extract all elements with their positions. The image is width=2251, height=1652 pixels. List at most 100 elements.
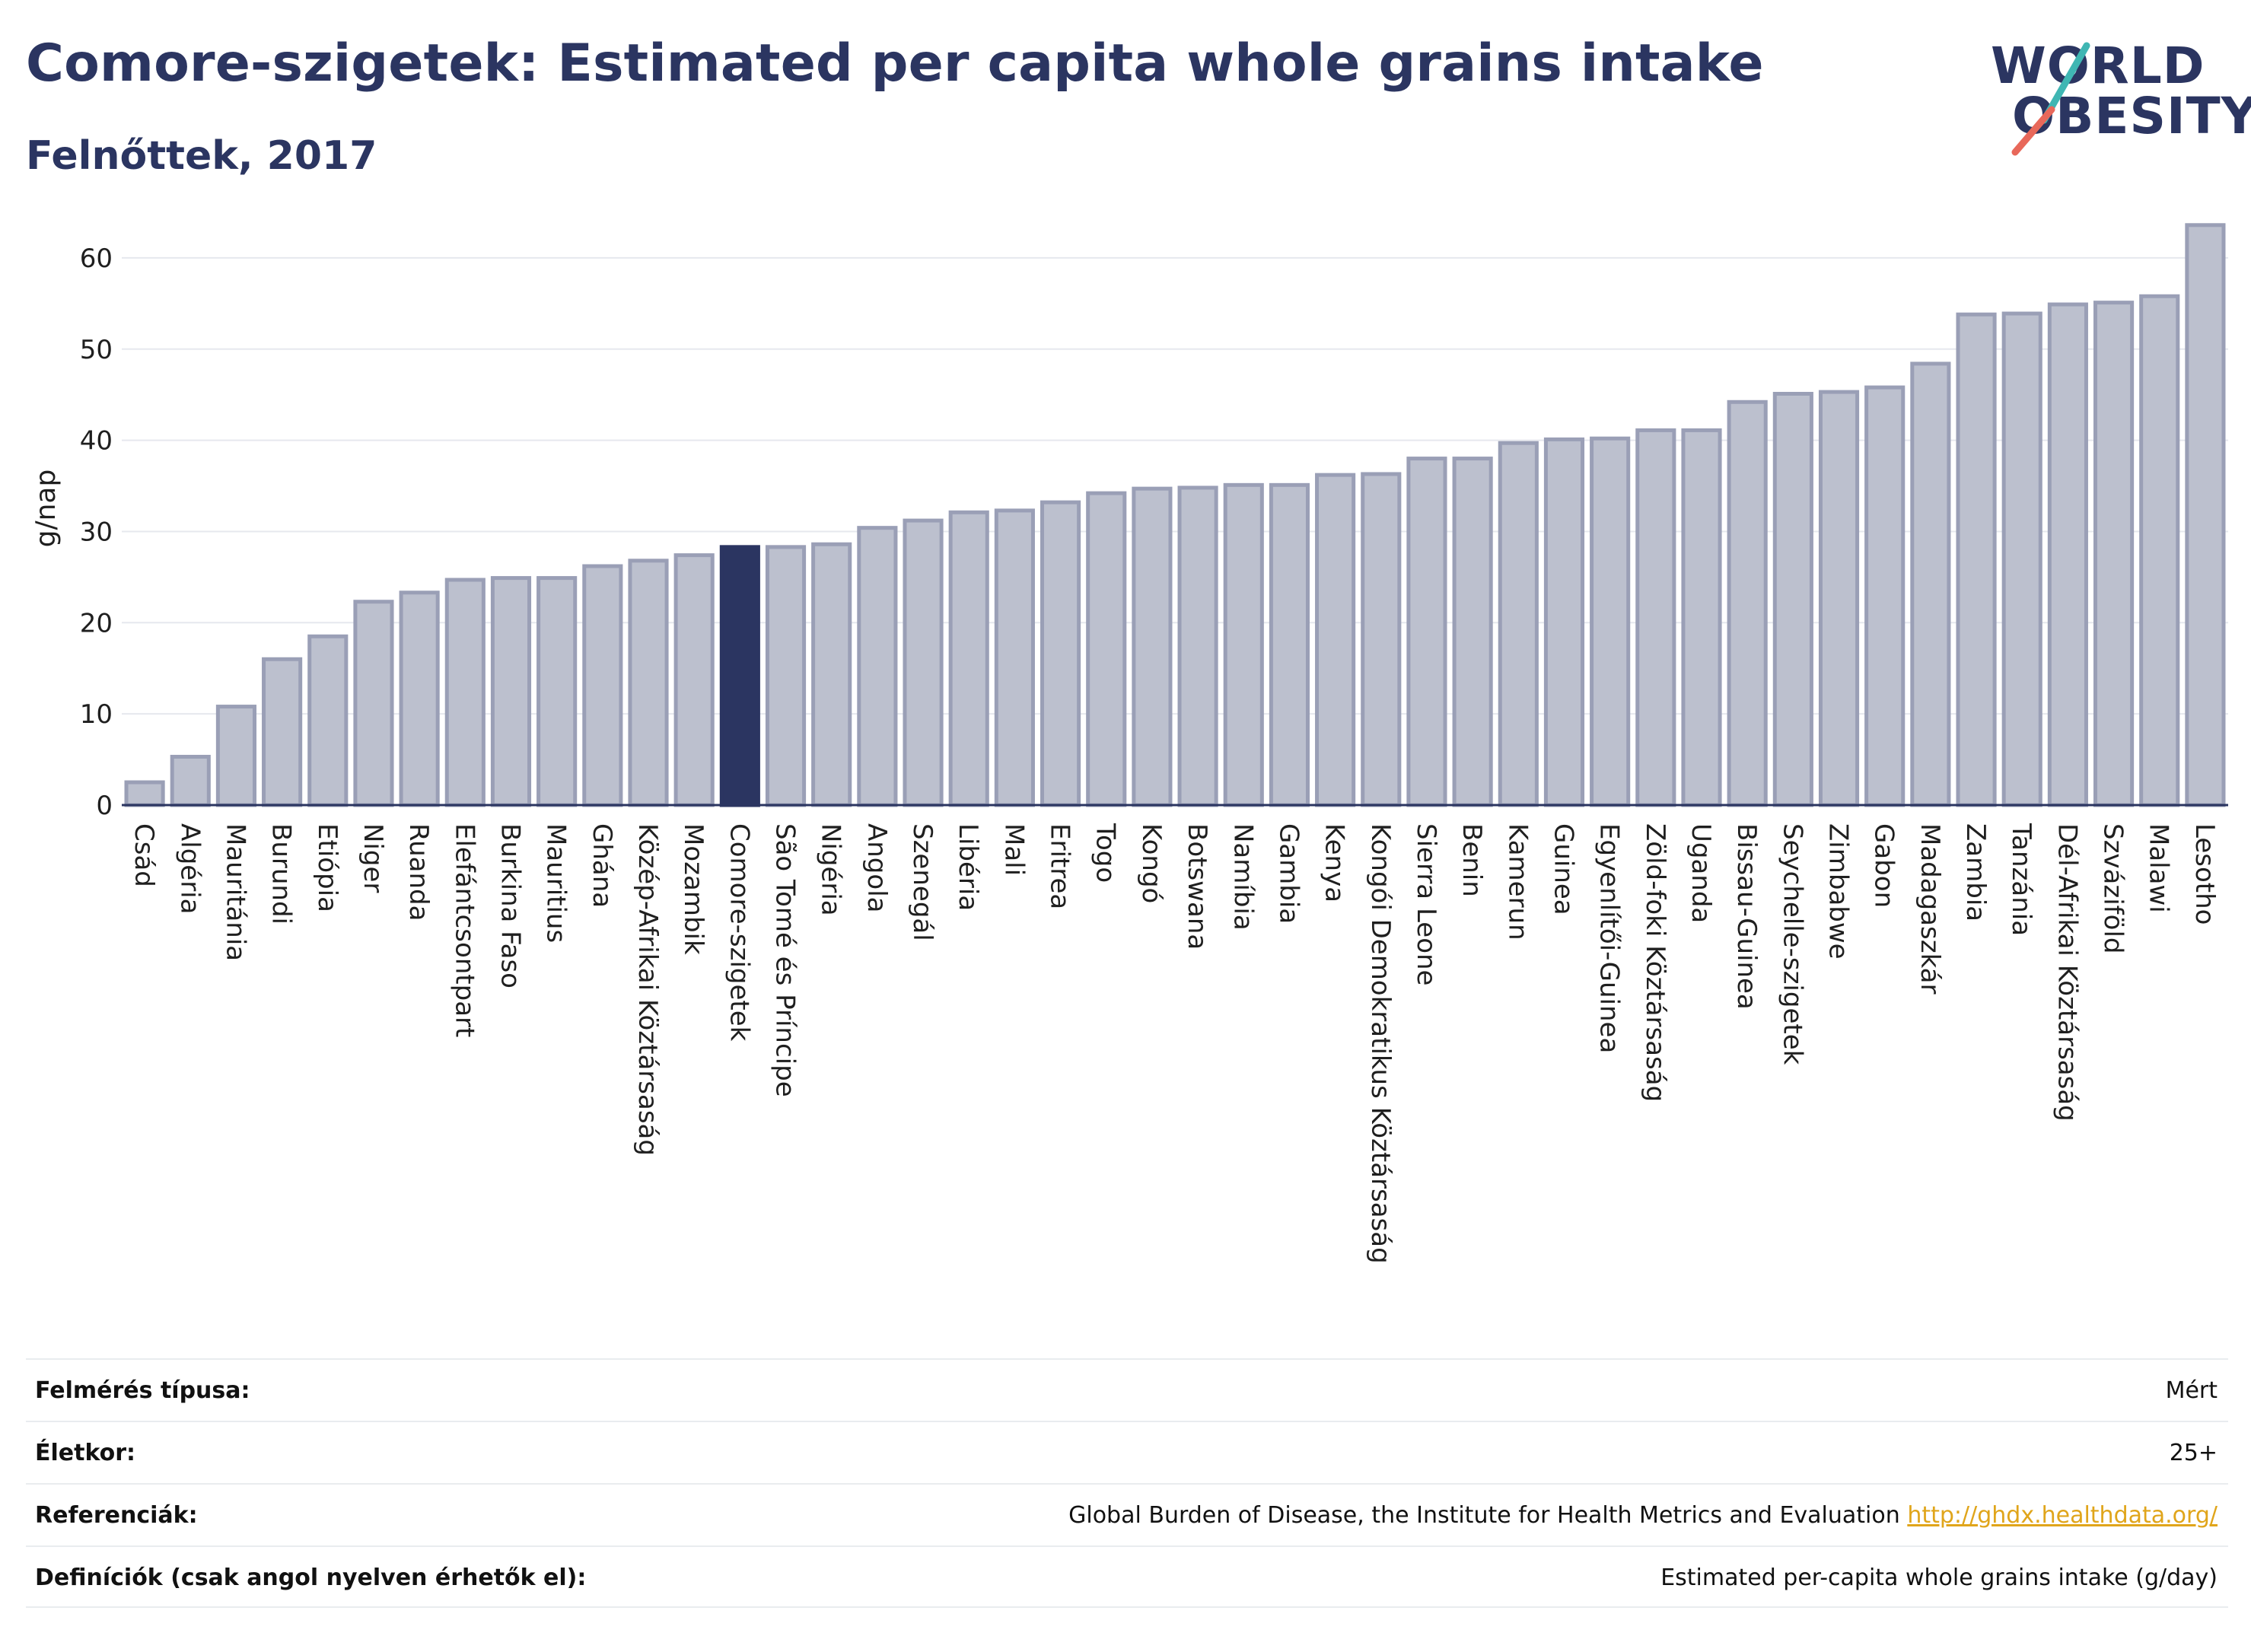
bar — [353, 600, 394, 807]
bar — [170, 754, 211, 807]
bar — [1040, 500, 1081, 807]
bar — [582, 564, 623, 807]
y-tick-label: 10 — [80, 699, 113, 730]
bar — [1590, 436, 1631, 807]
y-tick-label: 50 — [80, 335, 113, 365]
x-tick-label: Etiópia — [312, 823, 342, 912]
x-tick-label: Ghána — [587, 823, 617, 908]
bar — [2185, 223, 2226, 807]
bar — [948, 510, 989, 807]
x-tick-label: Kongó — [1136, 823, 1167, 903]
bar — [1498, 441, 1539, 807]
bar — [1086, 491, 1127, 807]
x-tick-label: Guinea — [1548, 823, 1578, 915]
bar — [262, 657, 303, 807]
bar — [2047, 302, 2088, 807]
bar — [2093, 301, 2135, 807]
info-row-survey-type: Felmérés típusa: Mért — [26, 1358, 2228, 1421]
bar — [1452, 457, 1493, 807]
x-tick-label: Gabon — [1869, 823, 1899, 908]
y-axis-label: g/nap — [30, 469, 62, 548]
chart-title: Comore-szigetek: Estimated per capita wh… — [26, 33, 1764, 94]
x-tick-label: Lesotho — [2189, 823, 2220, 925]
bar — [1543, 437, 1585, 807]
bar — [399, 590, 440, 807]
world-obesity-logo: WORLD OBESITY — [1979, 30, 2251, 160]
x-tick-label: Namíbia — [1227, 823, 1258, 931]
bar — [765, 545, 807, 807]
x-tick-label: Zöld-foki Köztársaság — [1640, 823, 1670, 1102]
x-tick-label: Csád — [129, 823, 159, 887]
info-value: Global Burden of Disease, the Institute … — [1068, 1485, 2218, 1547]
y-tick-label: 0 — [96, 791, 113, 821]
x-tick-label: Malawi — [2144, 823, 2174, 913]
x-tick-label: Botswana — [1182, 823, 1212, 950]
x-tick-label: Madagaszkár — [1915, 823, 1945, 994]
x-tick-label: Kenya — [1320, 823, 1350, 902]
bar — [1635, 428, 1676, 807]
x-tick-label: Sierra Leone — [1411, 823, 1441, 985]
info-row-age: Életkor: 25+ — [26, 1421, 2228, 1483]
info-value: 25+ — [2169, 1440, 2218, 1466]
info-table: Felmérés típusa: Mért Életkor: 25+ Refer… — [26, 1358, 2228, 1608]
reference-link[interactable]: http://ghdx.healthdata.org/ — [1907, 1502, 2218, 1529]
x-tick-label: Ruanda — [403, 823, 434, 921]
info-value: Estimated per-capita whole grains intake… — [1660, 1564, 2218, 1591]
x-tick-label: Egyenlítői-Guinea — [1594, 823, 1625, 1053]
chart-subtitle: Felnőttek, 2017 — [26, 133, 377, 179]
bar — [857, 526, 898, 807]
x-tick-label: Mali — [998, 823, 1029, 876]
x-tick-label: Gambia — [1273, 823, 1304, 924]
bar — [628, 559, 669, 807]
y-tick-label: 20 — [80, 608, 113, 638]
bar — [1772, 391, 1813, 807]
bar-highlight — [719, 545, 760, 807]
bar — [490, 576, 532, 807]
bar — [1727, 399, 1768, 807]
x-tick-label: Bissau-Guinea — [1731, 823, 1762, 1010]
y-tick-label: 40 — [80, 426, 113, 457]
bar — [124, 780, 165, 807]
info-key: Definíciók (csak angol nyelven érhetők e… — [35, 1564, 587, 1591]
bar — [2139, 294, 2180, 807]
info-key: Referenciák: — [35, 1502, 198, 1529]
info-value: Mért — [2165, 1377, 2218, 1404]
info-key: Életkor: — [35, 1440, 136, 1466]
info-row-definitions: Definíciók (csak angol nyelven érhetők e… — [26, 1545, 2228, 1608]
logo-line2: OBESITY — [2012, 87, 2251, 145]
x-tick-label: Comore-szigetek — [724, 823, 754, 1042]
bar — [307, 634, 349, 807]
bar — [1361, 472, 1402, 807]
x-tick-label: Angola — [861, 823, 892, 912]
x-tick-label: Niger — [358, 823, 388, 893]
bar — [673, 553, 715, 807]
x-tick-label: Eritrea — [1045, 823, 1075, 909]
x-tick-label: Benin — [1457, 823, 1487, 897]
bar — [1956, 312, 1997, 807]
bar — [1406, 457, 1447, 807]
x-tick-label: Algéria — [174, 823, 205, 914]
x-tick-label: Tanzánia — [2006, 823, 2036, 936]
bar — [1681, 428, 1722, 807]
x-tick-label: Libéria — [953, 823, 983, 911]
bar — [536, 576, 578, 807]
bar — [903, 518, 944, 807]
reference-text: Global Burden of Disease, the Institute … — [1068, 1502, 1900, 1529]
x-tick-label: Nigéria — [816, 823, 846, 916]
bar — [1177, 485, 1218, 807]
x-tick-label: Kongói Demokratikus Köztársaság — [1365, 823, 1396, 1264]
x-tick-label: Mauritius — [541, 823, 572, 943]
bar — [2001, 311, 2042, 807]
bar — [1818, 390, 1860, 807]
x-tick-label: Mozambik — [678, 823, 708, 955]
x-tick-label: Dél-Afrikai Köztársaság — [2052, 823, 2082, 1122]
y-tick-label: 60 — [80, 244, 113, 274]
x-tick-label: Uganda — [1686, 823, 1716, 923]
x-tick-label: Elefántcsontpart — [449, 823, 479, 1037]
x-tick-label: Kamerun — [1502, 823, 1533, 941]
bar — [1864, 385, 1906, 807]
x-tick-label: Togo — [1090, 823, 1121, 883]
x-tick-label: Burkina Faso — [495, 823, 525, 988]
info-row-references: Referenciák: Global Burden of Disease, t… — [26, 1483, 2228, 1545]
x-tick-label: Szenegál — [907, 823, 938, 941]
